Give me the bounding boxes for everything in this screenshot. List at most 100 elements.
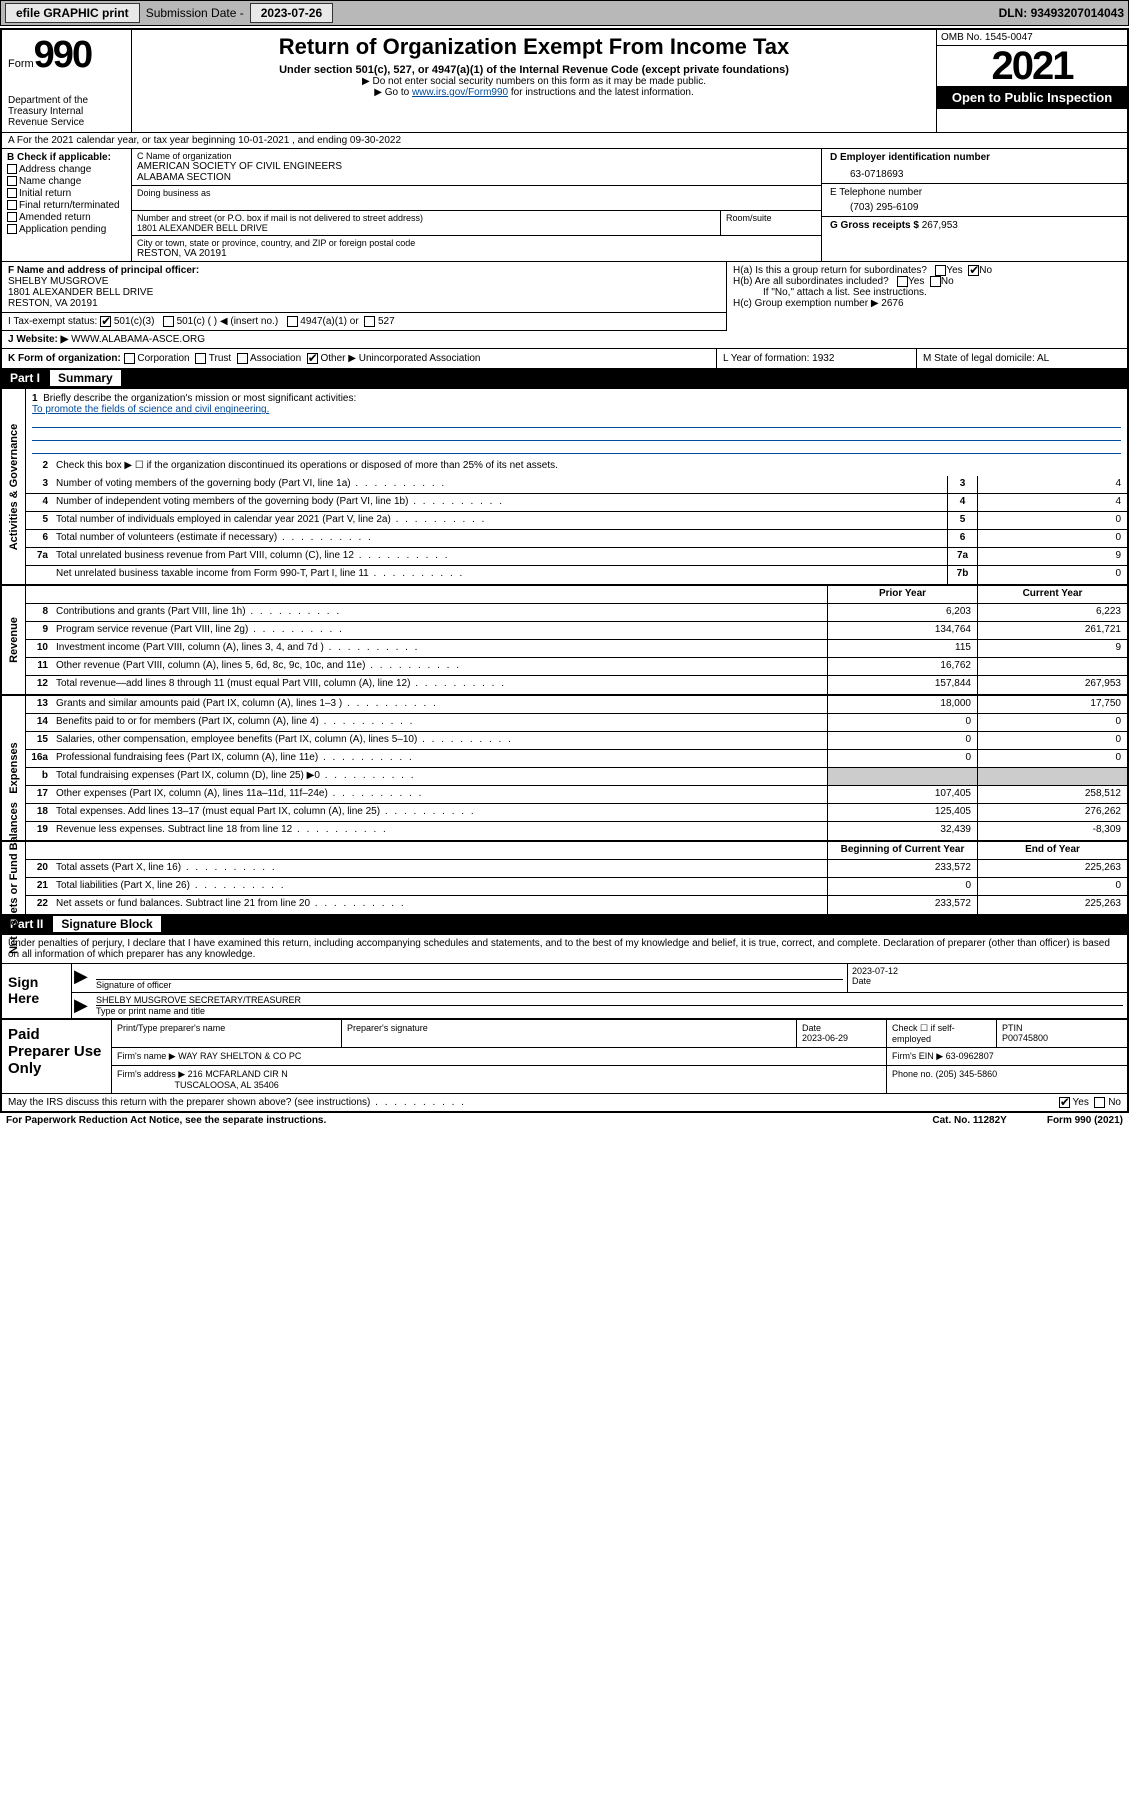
chk-501c3[interactable] [100, 316, 111, 327]
department: Department of the Treasury Internal Reve… [8, 95, 125, 128]
section-b-checkboxes: B Check if applicable: Address change Na… [2, 149, 132, 261]
summary-line-10: 10Investment income (Part VIII, column (… [26, 640, 1127, 658]
officer-name: SHELBY MUSGROVE SECRETARY/TREASURER Type… [92, 993, 1127, 1018]
line-1-mission: 1 Briefly describe the organization's mi… [26, 389, 1127, 458]
telephone: E Telephone number (703) 295-6109 [822, 184, 1127, 217]
col-prior-year: Prior Year [827, 586, 977, 603]
chk-discuss-no[interactable] [1094, 1097, 1105, 1108]
chk-other[interactable] [307, 353, 318, 364]
city-state-zip: City or town, state or province, country… [132, 236, 821, 261]
firm-address: Firm's address ▶ 216 MCFARLAND CIR N TUS… [112, 1066, 887, 1093]
summary-line-9: 9Program service revenue (Part VIII, lin… [26, 622, 1127, 640]
dln: DLN: 93493207014043 [999, 6, 1124, 20]
summary-line-3: 3Number of voting members of the governi… [26, 476, 1127, 494]
vlabel-balances: Net Assets or Fund Balances [2, 842, 26, 914]
part-1-header: Part I Summary [2, 368, 1127, 388]
tax-year: 2021 [937, 46, 1127, 86]
vlabel-governance: Activities & Governance [2, 389, 26, 584]
signature-arrow-icon: ▶ [72, 964, 92, 992]
summary-line-13: 13Grants and similar amounts paid (Part … [26, 696, 1127, 714]
form-header: Form990 Department of the Treasury Inter… [2, 30, 1127, 132]
col-current-year: Current Year [977, 586, 1127, 603]
summary-line-7b: Net unrelated business taxable income fr… [26, 566, 1127, 584]
chk-hb-yes[interactable] [897, 276, 908, 287]
row-k: K Form of organization: Corporation Trus… [2, 348, 1127, 368]
open-to-public: Open to Public Inspection [937, 86, 1127, 109]
chk-ha-no[interactable] [968, 265, 979, 276]
summary-line-b: bTotal fundraising expenses (Part IX, co… [26, 768, 1127, 786]
dba: Doing business as [132, 186, 821, 211]
irs-link[interactable]: www.irs.gov/Form990 [412, 87, 508, 98]
officer-signature[interactable]: Signature of officer [92, 964, 847, 992]
form-title: Return of Organization Exempt From Incom… [140, 34, 928, 60]
topbar: efile GRAPHIC print Submission Date - 20… [0, 0, 1129, 26]
sign-here-block: Sign Here ▶ Signature of officer 2023-07… [2, 963, 1127, 1018]
form-number: Form990 [8, 34, 125, 77]
state-domicile: M State of legal domicile: AL [917, 349, 1127, 368]
chk-4947[interactable] [287, 316, 298, 327]
chk-corp[interactable] [124, 353, 135, 364]
summary-line-11: 11Other revenue (Part VIII, column (A), … [26, 658, 1127, 676]
col-beginning: Beginning of Current Year [827, 842, 977, 859]
tax-exempt-status: I Tax-exempt status: 501(c)(3) 501(c) ( … [2, 312, 727, 330]
street-address: Number and street (or P.O. box if mail i… [132, 211, 721, 235]
self-employed-check[interactable]: Check ☐ if self-employed [887, 1020, 997, 1047]
chk-amended-return[interactable]: Amended return [7, 212, 126, 223]
summary-line-17: 17Other expenses (Part IX, column (A), l… [26, 786, 1127, 804]
chk-name-change[interactable]: Name change [7, 176, 126, 187]
ptin: PTINP00745800 [997, 1020, 1127, 1047]
vlabel-revenue: Revenue [2, 586, 26, 694]
note-link: ▶ Go to www.irs.gov/Form990 for instruct… [140, 87, 928, 98]
chk-assoc[interactable] [237, 353, 248, 364]
firm-phone: Phone no. (205) 345-5860 [887, 1066, 1127, 1093]
summary-line-15: 15Salaries, other compensation, employee… [26, 732, 1127, 750]
submission-label: Submission Date - [146, 6, 244, 20]
part-2-header: Part II Signature Block [2, 914, 1127, 934]
ein: D Employer identification number 63-0718… [822, 149, 1127, 184]
chk-527[interactable] [364, 316, 375, 327]
chk-initial-return[interactable]: Initial return [7, 188, 126, 199]
principal-officer: F Name and address of principal officer:… [2, 262, 727, 312]
gross-receipts: G Gross receipts $ 267,953 [822, 217, 1127, 234]
chk-final-return[interactable]: Final return/terminated [7, 200, 126, 211]
summary-line-4: 4Number of independent voting members of… [26, 494, 1127, 512]
page-footer: For Paperwork Reduction Act Notice, see … [0, 1113, 1129, 1128]
name-arrow-icon: ▶ [72, 993, 92, 1018]
paid-preparer-block: Paid Preparer Use Only Print/Type prepar… [2, 1018, 1127, 1093]
form-page: Form990 Department of the Treasury Inter… [0, 28, 1129, 1113]
summary-line-16a: 16aProfessional fundraising fees (Part I… [26, 750, 1127, 768]
submission-date-button[interactable]: 2023-07-26 [250, 3, 333, 23]
firm-name: Firm's name ▶ WAY RAY SHELTON & CO PC [112, 1048, 887, 1065]
summary-line-7a: 7aTotal unrelated business revenue from … [26, 548, 1127, 566]
chk-application-pending[interactable]: Application pending [7, 224, 126, 235]
preparer-date: Date2023-06-29 [797, 1020, 887, 1047]
chk-ha-yes[interactable] [935, 265, 946, 276]
signature-declaration: Under penalties of perjury, I declare th… [2, 934, 1127, 963]
chk-trust[interactable] [195, 353, 206, 364]
chk-hb-no[interactable] [930, 276, 941, 287]
note-ssn: ▶ Do not enter social security numbers o… [140, 76, 928, 87]
chk-address-change[interactable]: Address change [7, 164, 126, 175]
preparer-name: Print/Type preparer's name [112, 1020, 342, 1047]
summary-line-14: 14Benefits paid to or for members (Part … [26, 714, 1127, 732]
summary-line-8: 8Contributions and grants (Part VIII, li… [26, 604, 1127, 622]
summary-line-5: 5Total number of individuals employed in… [26, 512, 1127, 530]
summary-line-19: 19Revenue less expenses. Subtract line 1… [26, 822, 1127, 840]
summary-line-6: 6Total number of volunteers (estimate if… [26, 530, 1127, 548]
room-suite: Room/suite [721, 211, 821, 235]
firm-ein: Firm's EIN ▶ 63-0962807 [887, 1048, 1127, 1065]
form-subtitle: Under section 501(c), 527, or 4947(a)(1)… [140, 64, 928, 76]
year-of-formation: L Year of formation: 1932 [717, 349, 917, 368]
summary-line-22: 22Net assets or fund balances. Subtract … [26, 896, 1127, 914]
signature-date: 2023-07-12 Date [847, 964, 1127, 992]
summary-line-20: 20Total assets (Part X, line 16)233,5722… [26, 860, 1127, 878]
chk-discuss-yes[interactable] [1059, 1097, 1070, 1108]
summary-line-18: 18Total expenses. Add lines 13–17 (must … [26, 804, 1127, 822]
chk-501c[interactable] [163, 316, 174, 327]
efile-print-button[interactable]: efile GRAPHIC print [5, 3, 140, 23]
irs-discuss: May the IRS discuss this return with the… [2, 1093, 1127, 1111]
preparer-signature[interactable]: Preparer's signature [342, 1020, 797, 1047]
col-end: End of Year [977, 842, 1127, 859]
website: J Website: ▶ WWW.ALABAMA-ASCE.ORG [2, 330, 727, 348]
line-2: Check this box ▶ ☐ if the organization d… [52, 458, 1127, 476]
